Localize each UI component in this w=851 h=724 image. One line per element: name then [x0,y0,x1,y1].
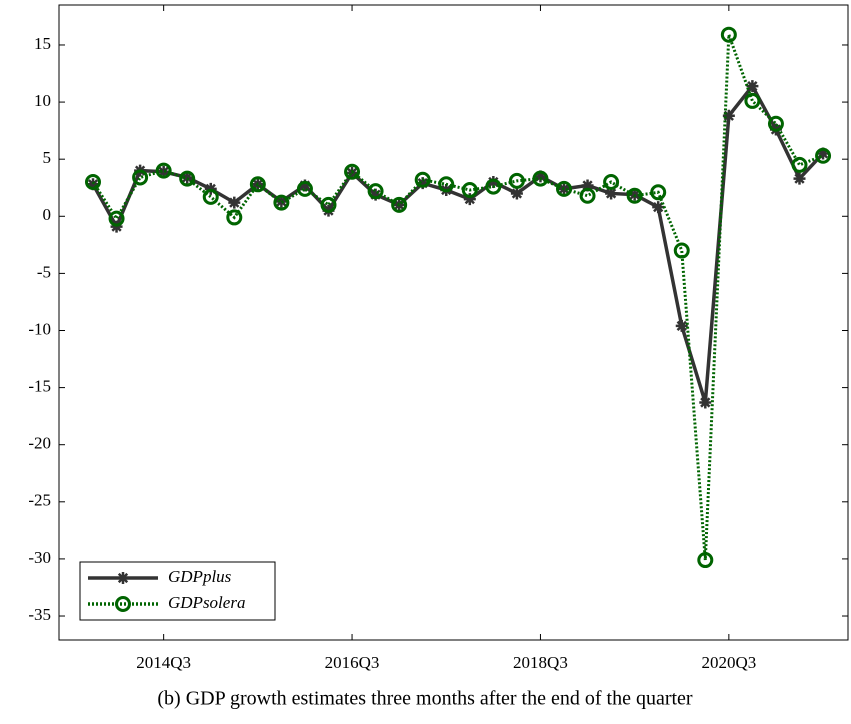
marker [226,209,243,226]
marker [117,572,129,584]
marker [461,182,478,199]
marker [579,187,596,204]
marker [85,174,101,191]
marker [722,109,735,122]
x-tick-label: 2018Q3 [513,653,568,672]
marker [673,242,690,259]
marker [556,180,572,197]
y-tick-label: 10 [34,91,51,110]
marker [697,552,714,569]
x-tick-label: 2014Q3 [136,653,191,672]
y-tick-label: -5 [37,262,51,281]
marker [603,174,620,191]
marker [605,187,618,200]
marker [108,210,125,227]
marker [510,187,523,200]
marker [744,92,761,109]
y-tick-label: -15 [28,377,51,396]
legend-box [79,561,276,621]
marker [132,169,149,186]
marker [344,163,361,180]
marker [115,596,131,612]
marker [202,188,219,205]
marker [416,177,429,190]
marker [273,194,290,211]
marker [720,26,737,43]
marker [228,196,241,209]
marker [746,80,759,93]
series-line [91,34,824,561]
marker [793,172,806,185]
series-line [91,82,825,403]
marker [485,178,502,195]
marker [320,196,337,213]
marker [414,171,431,188]
y-tick-label: 15 [34,34,51,53]
caption: (b) GDP growth estimates three months af… [157,688,693,710]
marker [155,162,172,179]
marker [817,147,830,160]
marker [179,170,196,187]
y-tick-label: -25 [28,491,51,510]
marker [296,180,313,197]
marker [438,176,455,193]
marker [791,156,808,173]
marker [626,187,643,204]
y-tick-label: -20 [28,434,51,453]
marker [157,165,170,178]
marker [652,201,665,214]
marker [249,176,266,193]
y-tick-label: -35 [28,605,51,624]
marker [508,172,525,189]
marker [391,196,408,213]
marker [532,170,549,187]
marker [581,179,594,192]
marker [675,319,688,332]
marker [298,179,311,192]
y-tick-label: 0 [43,205,52,224]
x-tick-label: 2016Q3 [325,653,380,672]
marker [463,193,476,206]
marker [487,176,500,189]
y-tick-label: -30 [28,548,51,567]
legend-label: GDPsolera [168,593,245,612]
marker [815,147,832,164]
legend-label: GDPplus [168,567,232,586]
x-tick-label: 2020Q3 [701,653,756,672]
marker [650,184,667,201]
plot-frame [58,4,849,641]
marker [369,188,382,201]
y-tick-label: -10 [28,319,51,338]
y-tick-label: 5 [43,148,52,167]
marker [767,115,784,132]
marker [534,170,547,183]
marker [367,183,384,200]
marker [181,171,194,184]
marker [699,396,712,409]
